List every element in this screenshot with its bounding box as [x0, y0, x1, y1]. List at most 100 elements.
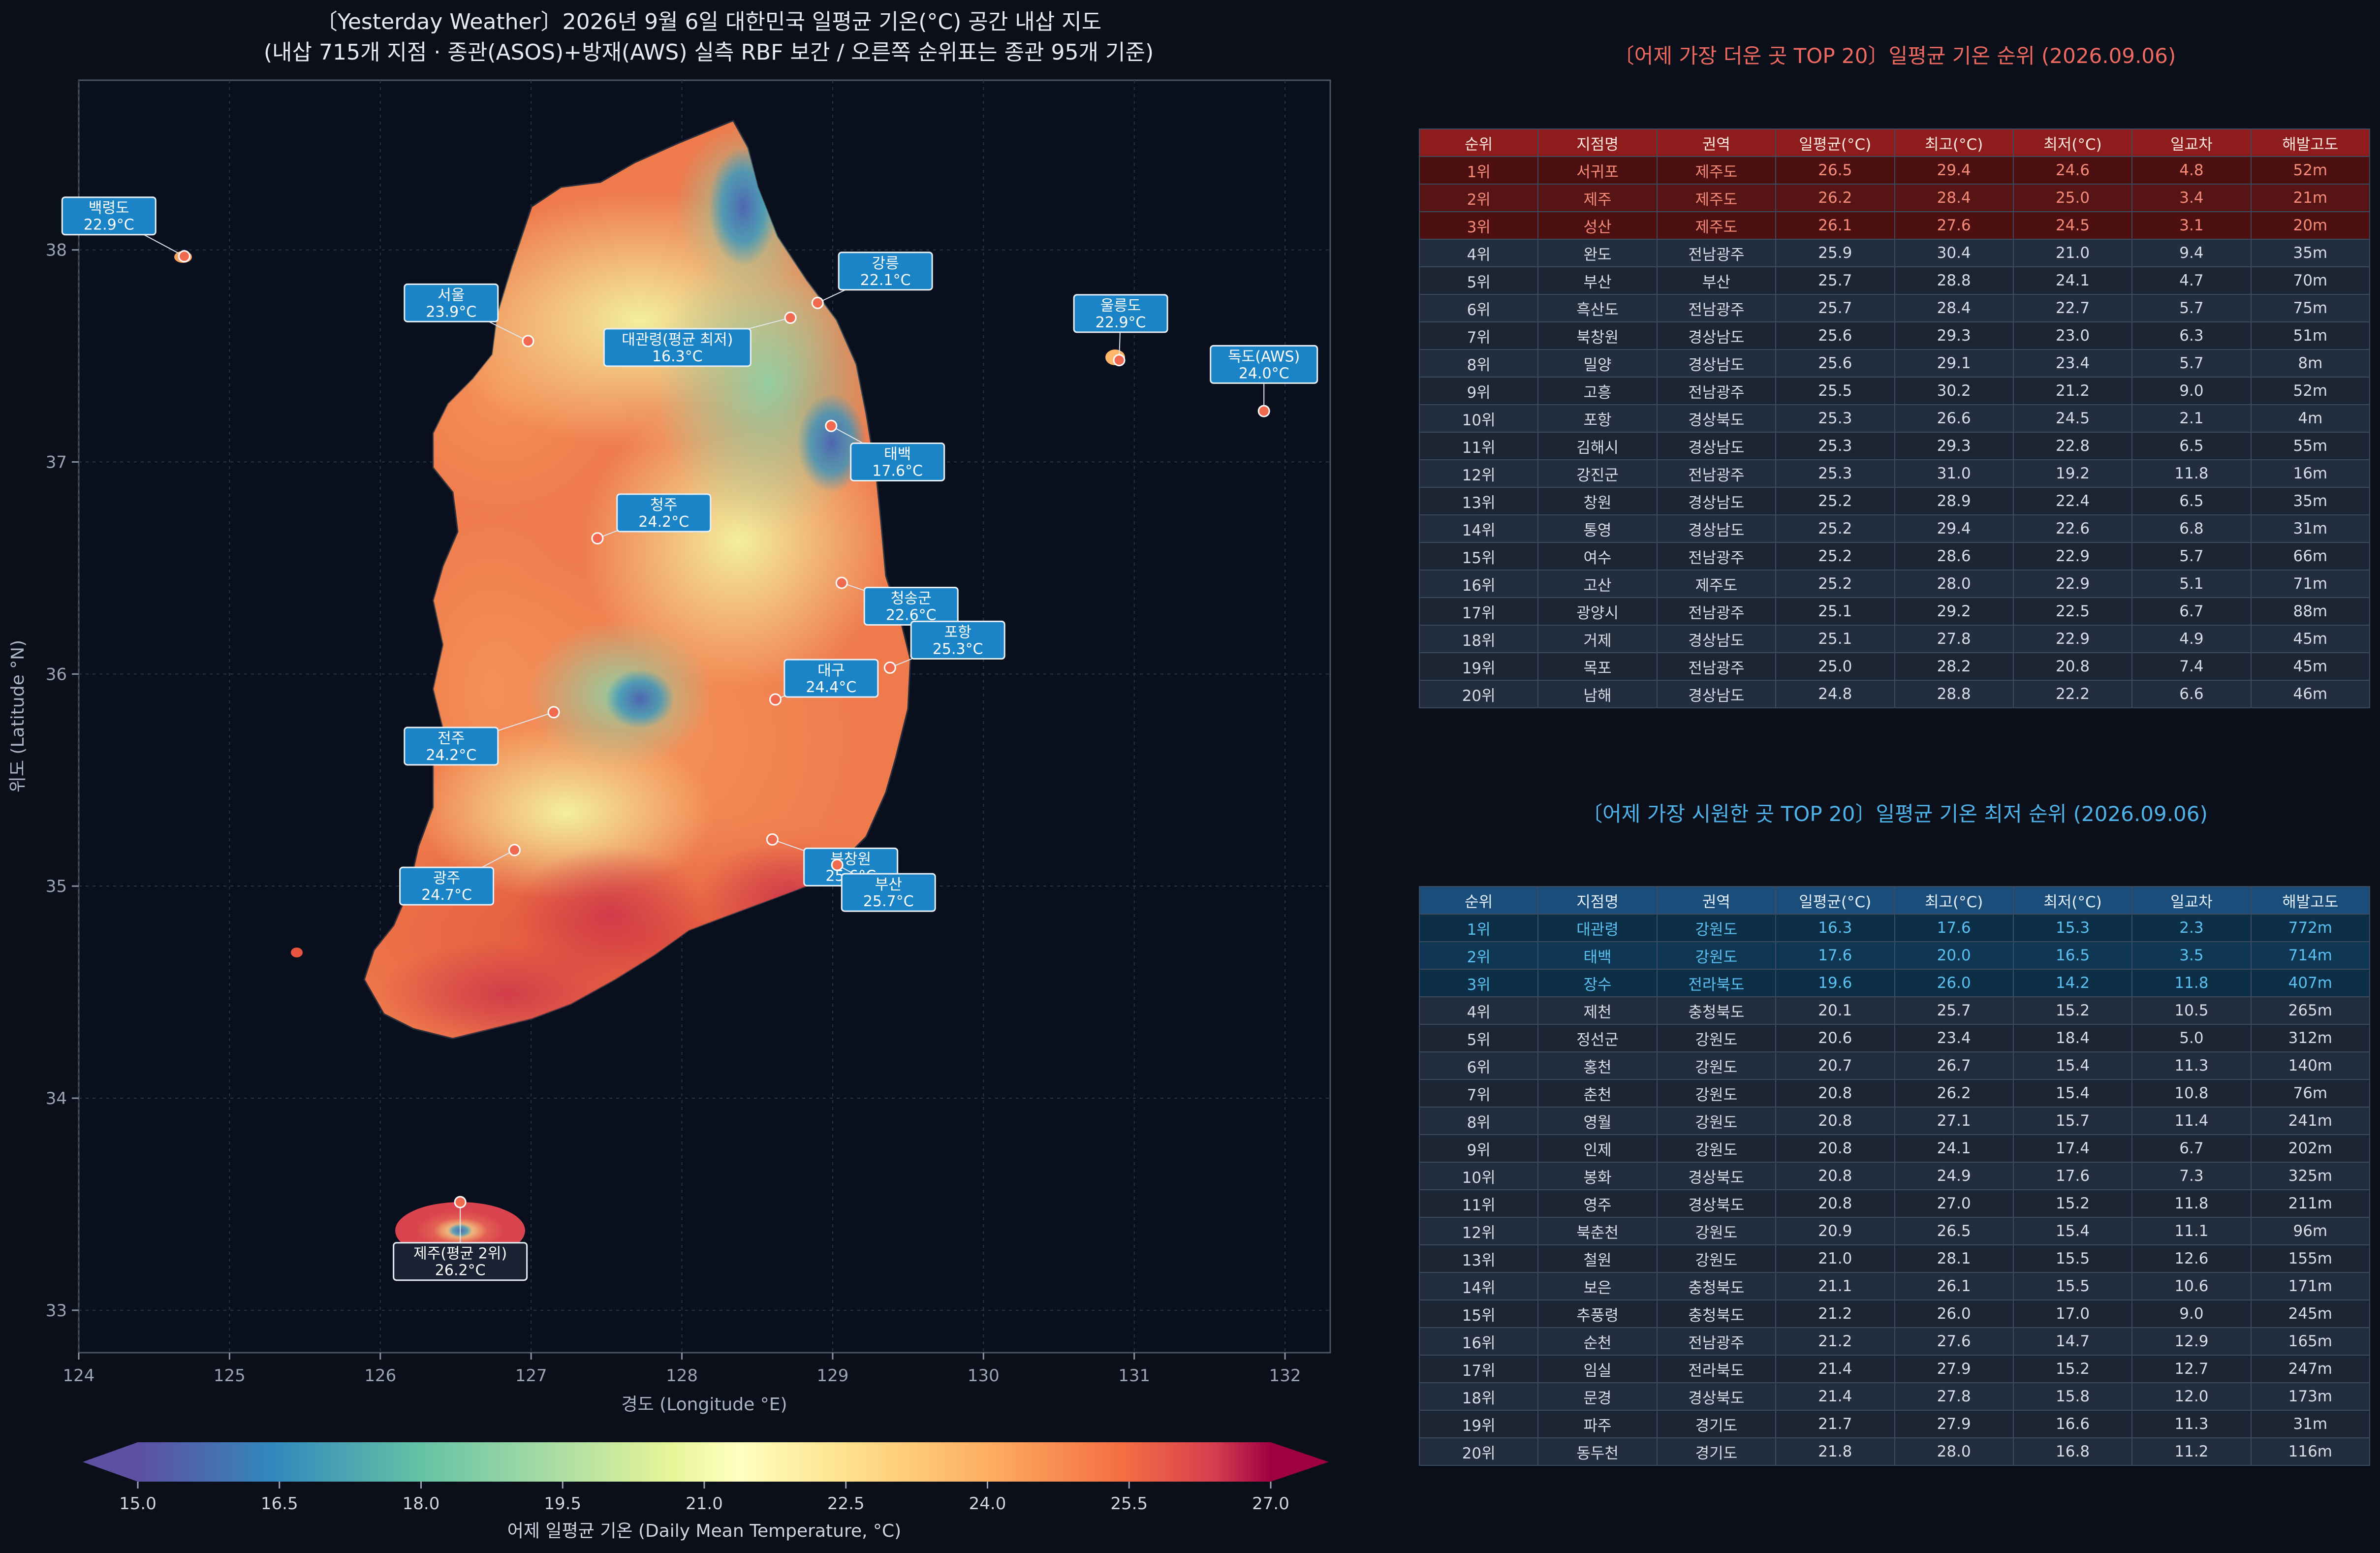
- table-cell: 5.1: [2131, 570, 2252, 598]
- table-cell: 1위: [1418, 156, 1539, 185]
- annotation-station-name: 부산: [875, 876, 902, 893]
- station-marker: [784, 312, 797, 324]
- table-row: 10위 포항 경상북도 25.3 26.6 24.5 2.1 4m: [1418, 404, 2371, 433]
- annotation-station-name: 광주: [433, 870, 460, 887]
- table-cell: 고산: [1537, 570, 1658, 598]
- annotation-box: [841, 873, 936, 912]
- annotation-value: 22.9°C: [84, 217, 134, 234]
- table-cell: 16m: [2250, 459, 2371, 488]
- y-tick-label: 34: [46, 1089, 67, 1109]
- table-row: 11위 김해시 경상남도 25.3 29.3 22.8 6.5 55m: [1418, 432, 2371, 460]
- table-cell: 추풍령: [1537, 1299, 1658, 1328]
- table-cell: 28.8: [1894, 266, 2014, 295]
- table-cell: 18.4: [2012, 1024, 2133, 1052]
- station-marker: [1257, 405, 1270, 417]
- table-row: 2위 태백 강원도 17.6 20.0 16.5 3.5 714m: [1418, 941, 2371, 970]
- station-marker: [178, 250, 190, 263]
- table-cell: 16.5: [2012, 941, 2133, 970]
- table-cell: 27.9: [1894, 1355, 2014, 1383]
- station-marker: [835, 576, 848, 589]
- colorbar-tick-label: 15.0: [119, 1494, 157, 1514]
- station-marker: [591, 532, 604, 545]
- table-cell: 북창원: [1537, 321, 1658, 350]
- colorbar-tick-label: 16.5: [261, 1494, 298, 1514]
- table-cell: 8위: [1418, 349, 1539, 378]
- table-cell: 4m: [2250, 404, 2371, 433]
- table-cell: 북춘천: [1537, 1217, 1658, 1245]
- annotation-value: 24.2°C: [638, 513, 689, 531]
- table-cell: 12.0: [2131, 1382, 2252, 1411]
- table-cell: 21.2: [1775, 1327, 1895, 1356]
- column-header: 해발고도: [2250, 128, 2371, 157]
- table-cell: 4.8: [2131, 156, 2252, 185]
- annotation-value: 22.1°C: [860, 272, 911, 289]
- table-row: 3위 성산 제주도 26.1 27.6 24.5 3.1 20m: [1418, 211, 2371, 240]
- x-tick-label: 124: [63, 1366, 95, 1386]
- annotation-box: [404, 283, 499, 322]
- table-cell: 15.8: [2012, 1382, 2133, 1411]
- table-cell: 28.4: [1894, 184, 2014, 212]
- table-cell: 9.0: [2131, 377, 2252, 405]
- table-cell: 312m: [2250, 1024, 2371, 1052]
- table-row: 19위 목포 전남광주 25.0 28.2 20.8 7.4 45m: [1418, 652, 2371, 681]
- annotation-value: 17.6°C: [872, 463, 923, 480]
- table-row: 7위 북창원 경상남도 25.6 29.3 23.0 6.3 51m: [1418, 321, 2371, 350]
- table-cell: 16.6: [2012, 1410, 2133, 1438]
- table-cell: 24.5: [2012, 404, 2133, 433]
- station-marker: [811, 296, 824, 309]
- table-cell: 2위: [1418, 941, 1539, 970]
- table-cell: 철원: [1537, 1244, 1658, 1273]
- table-cell: 25.1: [1775, 625, 1895, 653]
- table-cell: 27.0: [1894, 1189, 2014, 1218]
- table-cell: 12위: [1418, 459, 1539, 488]
- table-cell: 75m: [2250, 294, 2371, 322]
- table-cell: 25.5: [1775, 377, 1895, 405]
- table-cell: 봉화: [1537, 1162, 1658, 1190]
- table-cell: 21.4: [1775, 1355, 1895, 1383]
- table-cell: 70m: [2250, 266, 2371, 295]
- table-row: 5위 부산 부산 25.7 28.8 24.1 4.7 70m: [1418, 266, 2371, 295]
- table-cell: 26.5: [1894, 1217, 2014, 1245]
- table-cell: 28.4: [1894, 294, 2014, 322]
- table-cell: 20m: [2250, 211, 2371, 240]
- table-cell: 강원도: [1656, 941, 1777, 970]
- table-cell: 영월: [1537, 1107, 1658, 1135]
- table-cell: 3.1: [2131, 211, 2252, 240]
- colorbar-tick-label: 25.5: [1110, 1494, 1148, 1514]
- table-cell: 28.0: [1894, 1437, 2014, 1466]
- annotation-station-name: 포항: [944, 624, 971, 641]
- table-cell: 202m: [2250, 1134, 2371, 1163]
- table-cell: 325m: [2250, 1162, 2371, 1190]
- table-cell: 20.8: [1775, 1162, 1895, 1190]
- annotation-value: 25.7°C: [863, 893, 914, 910]
- table-cell: 보은: [1537, 1272, 1658, 1300]
- table-cell: 14.7: [2012, 1327, 2133, 1356]
- colorbar-tick-label: 24.0: [969, 1494, 1006, 1514]
- table-cell: 25.3: [1775, 459, 1895, 488]
- table-cell: 21.2: [1775, 1299, 1895, 1328]
- table-cell: 20.8: [1775, 1134, 1895, 1163]
- table-row: 1위 서귀포 제주도 26.5 29.4 24.6 4.8 52m: [1418, 156, 2371, 185]
- table-cell: 17.6: [1894, 914, 2014, 942]
- table-cell: 46m: [2250, 680, 2371, 708]
- table-cell: 15.2: [2012, 1189, 2133, 1218]
- table-cell: 태백: [1537, 941, 1658, 970]
- table-cell: 대관령: [1537, 914, 1658, 942]
- table-cell: 25.2: [1775, 487, 1895, 515]
- table-cell: 6.7: [2131, 597, 2252, 626]
- table-cell: 25.0: [2012, 184, 2133, 212]
- table-cell: 전라북도: [1656, 1355, 1777, 1383]
- table-cell: 96m: [2250, 1217, 2371, 1245]
- table-cell: 265m: [2250, 996, 2371, 1025]
- y-tick-label: 37: [46, 453, 67, 473]
- table-cell: 24.6: [2012, 156, 2133, 185]
- table-cell: 52m: [2250, 377, 2371, 405]
- table-cell: 제천: [1537, 996, 1658, 1025]
- column-header: 해발고도: [2250, 886, 2371, 915]
- table-cell: 714m: [2250, 941, 2371, 970]
- chart-title-line1: 〔Yesterday Weather〕2026년 9월 6일 대한민국 일평균 …: [315, 9, 1102, 34]
- table-cell: 26.6: [1894, 404, 2014, 433]
- table-cell: 6.5: [2131, 432, 2252, 460]
- y-tick-label: 33: [46, 1301, 67, 1321]
